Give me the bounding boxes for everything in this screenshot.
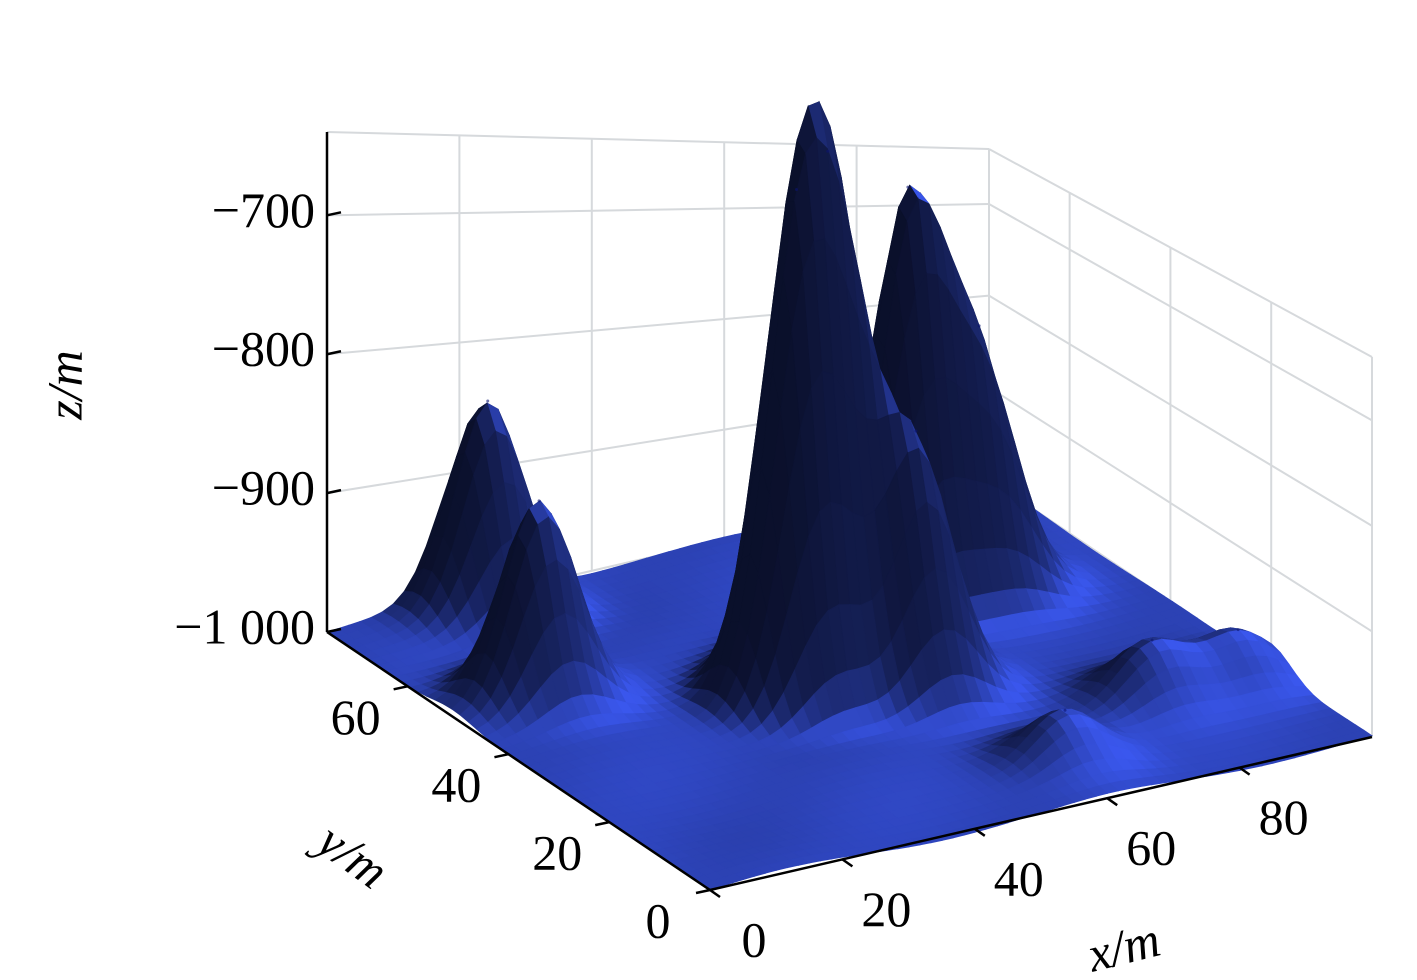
- peak-point: [977, 324, 981, 328]
- peak-point: [906, 185, 910, 189]
- peak-point: [914, 429, 918, 433]
- y-tick: [594, 820, 610, 827]
- y-axis: [326, 630, 711, 892]
- y-tick-label: 40: [431, 757, 481, 813]
- y-tick: [695, 888, 711, 895]
- z-tick: [326, 627, 342, 634]
- x-tick: [974, 827, 986, 837]
- z-tick-label: −700: [212, 182, 315, 238]
- x-tick-label: 20: [861, 881, 911, 937]
- peak-point: [1236, 628, 1240, 632]
- z-axis-title: z/m: [36, 350, 92, 420]
- y-tick-label: 60: [331, 689, 381, 745]
- x-tick: [841, 858, 854, 868]
- x-tick-label: 80: [1259, 789, 1309, 845]
- peak-point: [1150, 638, 1154, 642]
- x-axis: [709, 735, 1373, 892]
- z-tick: [326, 211, 342, 217]
- z-tick: [326, 488, 342, 495]
- peak-point: [1063, 708, 1067, 712]
- x-tick-label: 40: [994, 850, 1044, 906]
- axes: −1 000 −900 −800 −700 0 20 40 60 0 20 40 60 80: [174, 132, 1373, 967]
- x-tick-label: 0: [742, 911, 767, 967]
- x-tick-label: 60: [1126, 820, 1176, 876]
- y-tick: [494, 752, 509, 759]
- peak-point: [537, 499, 541, 503]
- y-axis-title: y/m: [304, 809, 399, 900]
- z-tick-label: −1 000: [174, 598, 315, 654]
- grid-line: [988, 203, 1373, 422]
- z-tick-label: −900: [212, 460, 315, 516]
- peak-point: [795, 187, 799, 191]
- y-tick: [393, 685, 408, 691]
- y-tick-label: 0: [646, 892, 671, 948]
- grid-line: [988, 294, 1373, 527]
- peak-point: [486, 399, 490, 403]
- grid-line: [988, 386, 1373, 633]
- grid-line: [326, 203, 990, 217]
- wall-edge: [988, 148, 1373, 358]
- wall-edge: [326, 131, 990, 150]
- x-axis-title: x/m: [1081, 911, 1166, 980]
- x-tick: [709, 888, 721, 899]
- x-tick: [1238, 766, 1251, 776]
- x-tick: [1106, 797, 1118, 807]
- y-tick-label: 20: [532, 825, 582, 881]
- z-tick-label: −800: [212, 321, 315, 377]
- surface: [326, 100, 1373, 891]
- peak-point: [826, 149, 830, 153]
- z-tick: [326, 349, 342, 356]
